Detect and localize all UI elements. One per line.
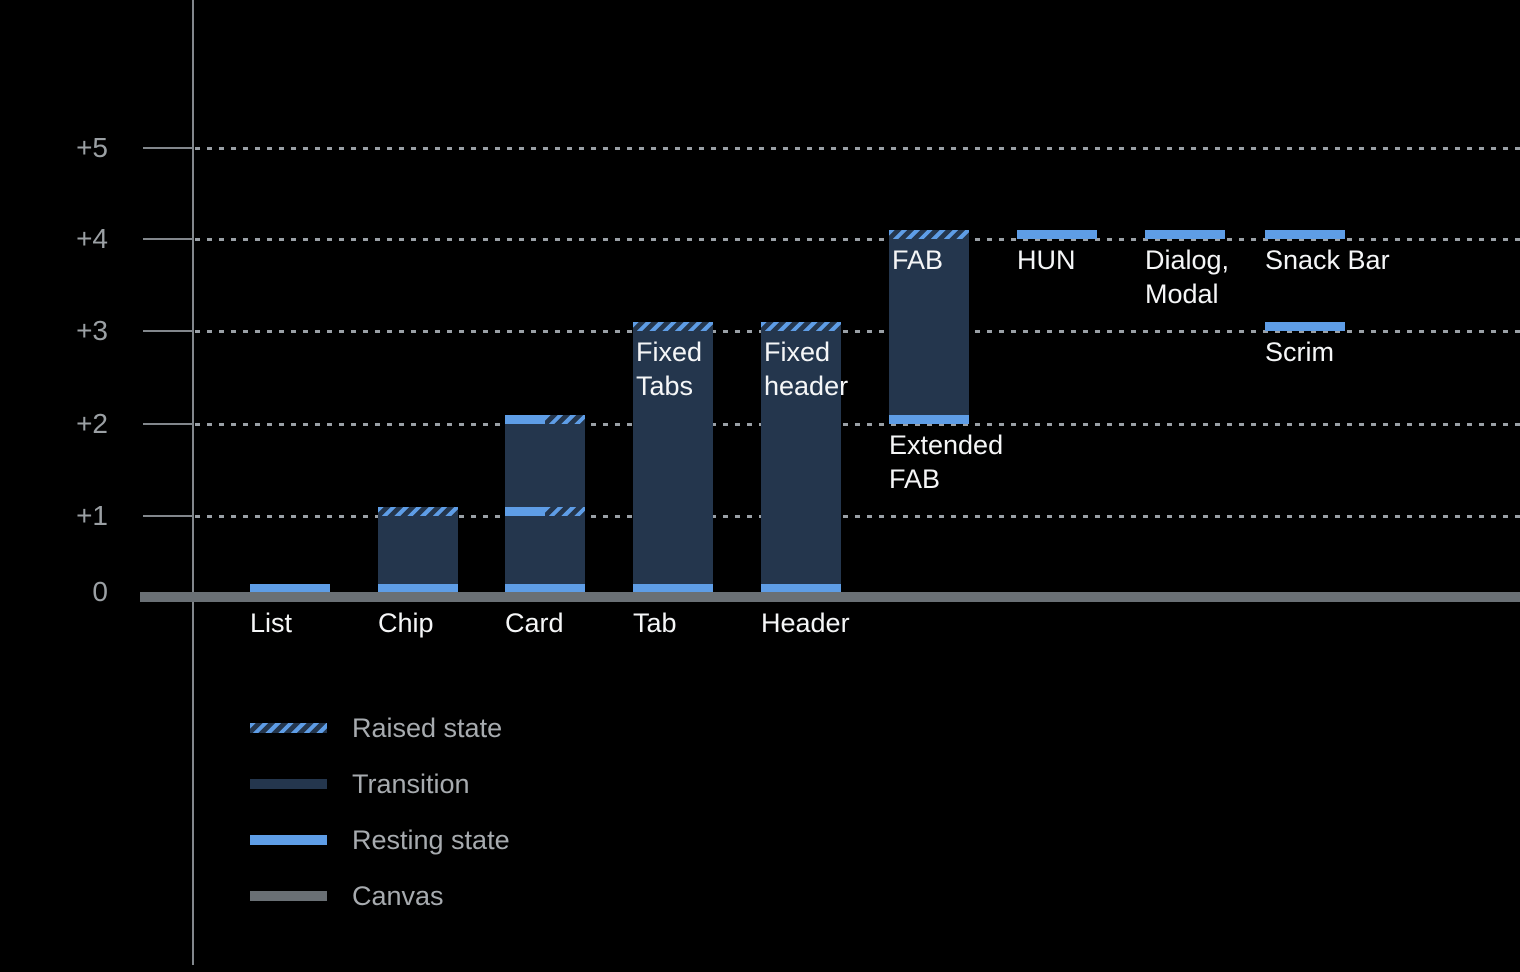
label-line: Dialog, (1145, 245, 1230, 275)
bar-below-label: Dialog, Modal (1145, 243, 1229, 311)
bar-segment-transition (761, 321, 841, 592)
bar-inside-label: Fixed Tabs (633, 335, 702, 403)
legend-row: Transition (250, 756, 510, 812)
y-axis-tick (143, 238, 193, 240)
bar-segment-transition (505, 414, 585, 592)
label-line: Modal (1145, 279, 1219, 309)
label-line: Extended (889, 430, 1004, 460)
bar-chip: Chip (378, 0, 458, 972)
bar-segment-resting (378, 584, 458, 592)
bar-hun: HUN (1017, 0, 1097, 972)
bar-below-label: Scrim (1265, 335, 1334, 369)
label-line: FAB (889, 464, 941, 494)
y-axis-tick-label: +2 (76, 408, 108, 439)
bar-segment-resting (889, 414, 969, 424)
bar-axis-label: Tab (633, 608, 677, 638)
y-axis-line (192, 0, 194, 965)
y-axis-tick (143, 515, 193, 517)
bar-segment-raised (545, 414, 585, 424)
bar-below-label: Snack Bar (1265, 243, 1390, 277)
bar-segment-transition (633, 321, 713, 592)
y-axis-tick (143, 330, 193, 332)
label-line: Scrim (1265, 337, 1334, 367)
bar-tab: Fixed Tabs Tab (633, 0, 713, 972)
bar-segment-resting (250, 584, 330, 592)
y-axis-tick-label: +4 (76, 223, 108, 254)
bar-fab: FAB Extended FAB (889, 0, 1003, 972)
legend-swatch-transition (250, 779, 327, 789)
y-axis-tick-label: +3 (76, 315, 108, 346)
bar-dialog-modal: Dialog, Modal (1145, 0, 1229, 972)
y-axis-tick-label: +1 (76, 500, 108, 531)
bar-segment-transition (378, 506, 458, 592)
gridline (195, 147, 1520, 150)
bar-segment-resting (761, 584, 841, 592)
bar-card: Card (505, 0, 585, 972)
bar-header: Fixed header Header (761, 0, 850, 972)
bar-segment-resting (505, 506, 545, 516)
bar-segment-raised (889, 229, 969, 239)
bar-list: List (250, 0, 330, 972)
bar-segment-raised (378, 506, 458, 516)
bar-below-label: Extended FAB (889, 428, 1003, 496)
label-line: Fixed (636, 337, 703, 367)
bar-below-label: HUN (1017, 243, 1076, 277)
legend-row: Resting state (250, 812, 510, 868)
label-line: Fixed (764, 337, 831, 367)
bar-segment-raised (545, 506, 585, 516)
bar-axis-label: Header (761, 608, 850, 638)
bar-inside-label: FAB (889, 243, 943, 277)
legend-row: Canvas (250, 868, 510, 924)
legend-label: Raised state (352, 713, 503, 743)
gridline (195, 238, 1520, 241)
bar-segment-resting (1265, 321, 1345, 331)
bar-segment-resting (505, 584, 585, 592)
bar-segment-resting (1145, 229, 1225, 239)
gridline (195, 515, 1520, 518)
gridline (195, 330, 1520, 333)
legend-row: Raised state (250, 700, 510, 756)
bar-segment-resting (505, 414, 545, 424)
bar-segment-resting (1017, 229, 1097, 239)
legend-swatch-resting (250, 835, 327, 845)
bar-axis-label: Chip (378, 608, 434, 638)
bar-axis-label: List (250, 608, 293, 638)
gridline (195, 423, 1520, 426)
bar-inside-label: Fixed header (761, 335, 848, 403)
label-line: Snack Bar (1265, 245, 1390, 275)
label-line: Tabs (636, 371, 694, 401)
canvas-baseline (140, 592, 1520, 602)
legend-swatch-raised (250, 723, 327, 733)
bar-segment-resting (1265, 229, 1345, 239)
y-axis-tick (143, 423, 193, 425)
legend-label: Transition (352, 769, 470, 799)
bar-segment-transition (889, 229, 969, 424)
legend: Raised state Transition Resting state Canva… (250, 700, 510, 924)
legend-swatch-canvas (250, 891, 327, 901)
bar-segment-raised (761, 321, 841, 331)
y-axis-tick (143, 147, 193, 149)
bar-segment-raised (633, 321, 713, 331)
bar-snack-bar: Snack Bar (1265, 0, 1390, 972)
y-axis-tick-label: +5 (76, 132, 108, 163)
bar-axis-label: Card (505, 608, 564, 638)
y-axis-tick-label: 0 (92, 576, 108, 607)
label-line: FAB (892, 245, 944, 275)
legend-label: Canvas (352, 881, 444, 911)
bar-scrim: Scrim (1265, 0, 1345, 972)
label-line: HUN (1017, 245, 1076, 275)
legend-label: Resting state (352, 825, 510, 855)
bar-segment-resting (633, 584, 713, 592)
label-line: header (764, 371, 849, 401)
